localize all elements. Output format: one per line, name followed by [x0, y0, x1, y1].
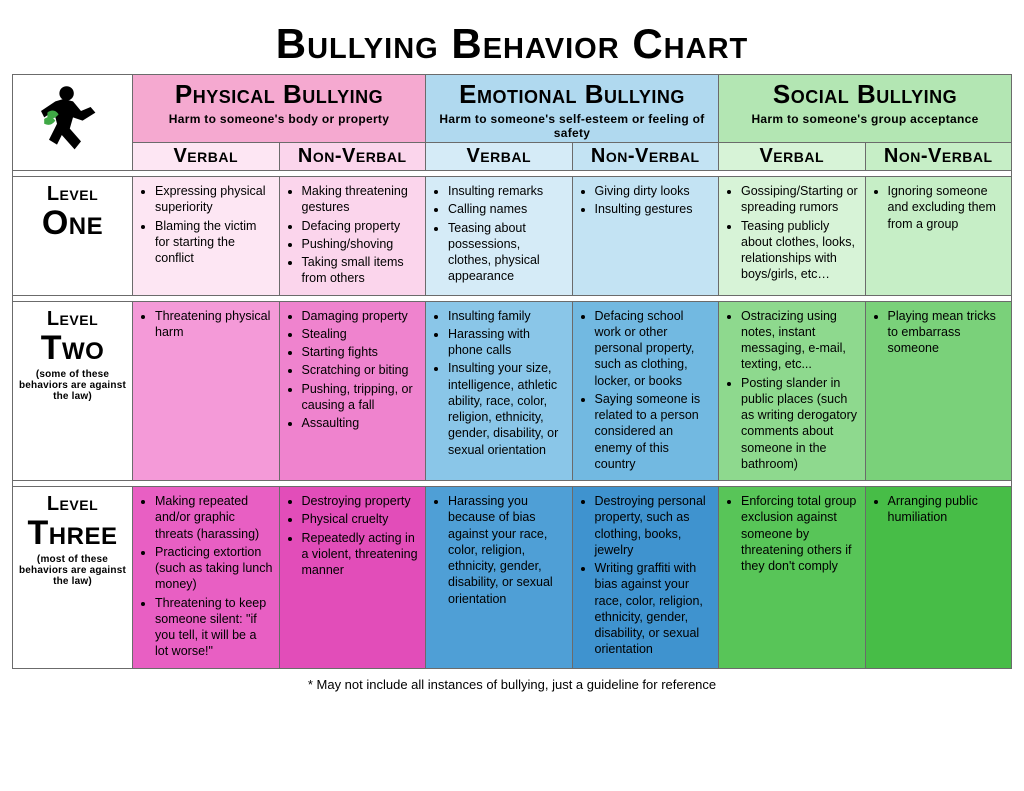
- category-header-social: Social Bullying Harm to someone's group …: [719, 75, 1012, 143]
- sub-header-nonverbal: Non-Verbal: [279, 143, 426, 171]
- level-small-text: Level: [17, 493, 128, 516]
- table-row: Level One Expressing physical superiorit…: [13, 177, 1012, 296]
- list-item: Destroying personal property, such as cl…: [595, 493, 713, 558]
- list-item: Making repeated and/or graphic threats (…: [155, 493, 273, 542]
- cell-l3-soc-verbal: Enforcing total group exclusion against …: [719, 487, 866, 669]
- list-item: Starting fights: [302, 344, 420, 360]
- list-item: Repeatedly acting in a violent, threaten…: [302, 530, 420, 579]
- cell-l1-phys-nonverbal: Making threatening gestures Defacing prop…: [279, 177, 426, 296]
- page-title: Bullying Behavior Chart: [12, 20, 1012, 68]
- cell-l2-soc-nonverbal: Playing mean tricks to embarrass someone: [865, 301, 1012, 481]
- list-item: Gossiping/Starting or spreading rumors: [741, 183, 859, 216]
- table-row: Level Three (most of these behaviors are…: [13, 487, 1012, 669]
- level-small-text: Level: [17, 183, 128, 206]
- list-item: Ignoring someone and excluding them from…: [888, 183, 1006, 232]
- list-item: Insulting family: [448, 308, 566, 324]
- cell-l3-soc-nonverbal: Arranging public humiliation: [865, 487, 1012, 669]
- list-item: Playing mean tricks to embarrass someone: [888, 308, 1006, 357]
- list-item: Enforcing total group exclusion against …: [741, 493, 859, 574]
- list-item: Physical cruelty: [302, 511, 420, 527]
- list-item: Teasing about possessions, clothes, phys…: [448, 220, 566, 285]
- list-item: Pushing/shoving: [302, 236, 420, 252]
- cell-l2-emo-verbal: Insulting family Harassing with phone cal…: [426, 301, 573, 481]
- cell-l1-emo-verbal: Insulting remarks Calling names Teasing ab…: [426, 177, 573, 296]
- list-item: Harassing you because of bias against yo…: [448, 493, 566, 607]
- level-big-text: Two: [17, 331, 128, 365]
- table-row: Level Two (some of these behaviors are a…: [13, 301, 1012, 481]
- sub-header-nonverbal: Non-Verbal: [572, 143, 719, 171]
- cell-l3-phys-nonverbal: Destroying property Physical cruelty Repea…: [279, 487, 426, 669]
- cell-l3-emo-verbal: Harassing you because of bias against yo…: [426, 487, 573, 669]
- level-note-text: (most of these behaviors are against the…: [17, 554, 128, 587]
- cell-l1-phys-verbal: Expressing physical superiorityBlaming t…: [133, 177, 280, 296]
- list-item: Arranging public humiliation: [888, 493, 1006, 526]
- cell-l2-phys-verbal: Threatening physical harm: [133, 301, 280, 481]
- cell-l3-emo-nonverbal: Destroying personal property, such as cl…: [572, 487, 719, 669]
- list-item: Ostracizing using notes, instant messagi…: [741, 308, 859, 373]
- level-note-text: (some of these behaviors are against the…: [17, 369, 128, 402]
- cell-l2-phys-nonverbal: Damaging property Stealing Starting fights…: [279, 301, 426, 481]
- bully-figure-icon: [33, 79, 113, 159]
- cell-l2-emo-nonverbal: Defacing school work or other personal p…: [572, 301, 719, 481]
- category-subtitle: Harm to someone's body or property: [135, 112, 423, 126]
- level-big-text: Three: [17, 516, 128, 550]
- sub-header-verbal: Verbal: [426, 143, 573, 171]
- list-item: Stealing: [302, 326, 420, 342]
- category-title: Emotional Bullying: [428, 79, 716, 110]
- list-item: Threatening to keep someone silent: "if …: [155, 595, 273, 660]
- list-item: Defacing school work or other personal p…: [595, 308, 713, 389]
- list-item: Calling names: [448, 201, 566, 217]
- level-label-three: Level Three (most of these behaviors are…: [13, 487, 133, 669]
- list-item: Posting slander in public places (such a…: [741, 375, 859, 473]
- category-subtitle: Harm to someone's group acceptance: [721, 112, 1009, 126]
- list-item: Practicing extortion (such as taking lun…: [155, 544, 273, 593]
- list-item: Pushing, tripping, or causing a fall: [302, 381, 420, 414]
- behavior-chart-table: Physical Bullying Harm to someone's body…: [12, 74, 1012, 669]
- level-small-text: Level: [17, 308, 128, 331]
- list-item: Insulting remarks: [448, 183, 566, 199]
- cell-l2-soc-verbal: Ostracizing using notes, instant messagi…: [719, 301, 866, 481]
- list-item: Saying someone is related to a person co…: [595, 391, 713, 472]
- list-item: Making threatening gestures: [302, 183, 420, 216]
- sub-header-verbal: Verbal: [719, 143, 866, 171]
- list-item: Destroying property: [302, 493, 420, 509]
- footnote-text: * May not include all instances of bully…: [12, 677, 1012, 692]
- category-title: Social Bullying: [721, 79, 1009, 110]
- list-item: Defacing property: [302, 218, 420, 234]
- level-label-two: Level Two (some of these behaviors are a…: [13, 301, 133, 481]
- list-item: Insulting gestures: [595, 201, 713, 217]
- list-item: Insulting your size, intelligence, athle…: [448, 360, 566, 458]
- category-header-emotional: Emotional Bullying Harm to someone's sel…: [426, 75, 719, 143]
- list-item: Teasing publicly about clothes, looks, r…: [741, 218, 859, 283]
- cell-l1-emo-nonverbal: Giving dirty looks Insulting gestures: [572, 177, 719, 296]
- sub-header-nonverbal: Non-Verbal: [865, 143, 1012, 171]
- list-item: Damaging property: [302, 308, 420, 324]
- corner-icon-cell: [13, 75, 133, 171]
- level-big-text: One: [17, 206, 128, 240]
- cell-l1-soc-nonverbal: Ignoring someone and excluding them from…: [865, 177, 1012, 296]
- list-item: Writing graffiti with bias against your …: [595, 560, 713, 658]
- cell-l1-soc-verbal: Gossiping/Starting or spreading rumorsTe…: [719, 177, 866, 296]
- level-label-one: Level One: [13, 177, 133, 296]
- category-title: Physical Bullying: [135, 79, 423, 110]
- list-item: Blaming the victim for starting the conf…: [155, 218, 273, 267]
- list-item: Harassing with phone calls: [448, 326, 566, 359]
- list-item: Scratching or biting: [302, 362, 420, 378]
- category-header-physical: Physical Bullying Harm to someone's body…: [133, 75, 426, 143]
- list-item: Assaulting: [302, 415, 420, 431]
- list-item: Taking small items from others: [302, 254, 420, 287]
- cell-l3-phys-verbal: Making repeated and/or graphic threats (…: [133, 487, 280, 669]
- list-item: Threatening physical harm: [155, 308, 273, 341]
- list-item: Giving dirty looks: [595, 183, 713, 199]
- category-subtitle: Harm to someone's self-esteem or feeling…: [428, 112, 716, 140]
- list-item: Expressing physical superiority: [155, 183, 273, 216]
- sub-header-verbal: Verbal: [133, 143, 280, 171]
